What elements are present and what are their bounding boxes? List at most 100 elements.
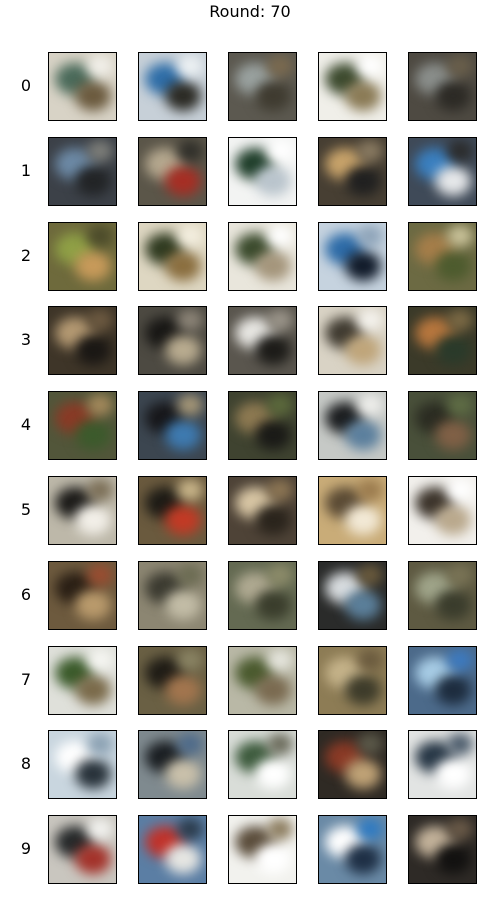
sample-image xyxy=(318,815,387,884)
image-texture xyxy=(435,335,471,365)
sample-image xyxy=(48,476,117,545)
sample-image xyxy=(318,222,387,291)
sample-image xyxy=(48,306,117,375)
image-texture xyxy=(75,844,111,874)
sample-image xyxy=(138,52,207,121)
image-texture xyxy=(87,140,113,162)
image-texture xyxy=(435,844,471,874)
row-label: 1 xyxy=(20,161,32,180)
image-texture xyxy=(255,675,291,705)
sample-image xyxy=(318,52,387,121)
image-texture xyxy=(435,759,471,789)
sample-image xyxy=(408,391,477,460)
sample-image xyxy=(48,815,117,884)
image-texture xyxy=(357,649,383,671)
image-texture xyxy=(345,81,381,111)
image-texture xyxy=(75,335,111,365)
sample-image xyxy=(408,561,477,630)
sample-image xyxy=(228,730,297,799)
image-texture xyxy=(75,251,111,281)
image-texture xyxy=(165,844,201,874)
image-texture xyxy=(177,394,203,416)
sample-image xyxy=(318,730,387,799)
sample-image xyxy=(318,646,387,715)
image-texture xyxy=(255,81,291,111)
image-texture xyxy=(75,81,111,111)
sample-image xyxy=(48,137,117,206)
image-texture xyxy=(75,420,111,450)
row-label: 3 xyxy=(20,330,32,349)
row-label: 6 xyxy=(20,585,32,604)
image-texture xyxy=(267,55,293,77)
sample-image xyxy=(318,561,387,630)
sample-image xyxy=(138,815,207,884)
sample-image xyxy=(408,306,477,375)
image-texture xyxy=(75,675,111,705)
image-texture xyxy=(435,590,471,620)
image-texture xyxy=(267,649,293,671)
image-texture xyxy=(447,225,473,247)
image-texture xyxy=(435,81,471,111)
image-texture xyxy=(177,55,203,77)
image-texture xyxy=(345,335,381,365)
sample-image xyxy=(138,137,207,206)
sample-image xyxy=(318,306,387,375)
image-texture xyxy=(165,166,201,196)
image-texture xyxy=(165,81,201,111)
sample-image xyxy=(138,476,207,545)
sample-image xyxy=(408,730,477,799)
image-texture xyxy=(267,225,293,247)
row-label: 5 xyxy=(20,500,32,519)
image-texture xyxy=(165,505,201,535)
image-texture xyxy=(75,590,111,620)
image-texture xyxy=(267,479,293,501)
image-texture xyxy=(357,225,383,247)
image-texture xyxy=(255,759,291,789)
image-texture xyxy=(177,140,203,162)
sample-image xyxy=(408,646,477,715)
sample-image xyxy=(48,646,117,715)
image-texture xyxy=(345,675,381,705)
sample-image xyxy=(138,561,207,630)
image-texture xyxy=(87,649,113,671)
image-texture xyxy=(255,590,291,620)
image-texture xyxy=(87,309,113,331)
image-texture xyxy=(357,818,383,840)
image-texture xyxy=(177,225,203,247)
image-texture xyxy=(357,479,383,501)
image-texture xyxy=(87,55,113,77)
sample-image xyxy=(318,137,387,206)
image-texture xyxy=(447,479,473,501)
sample-image xyxy=(408,815,477,884)
image-texture xyxy=(357,394,383,416)
sample-image xyxy=(228,561,297,630)
image-texture xyxy=(267,564,293,586)
image-texture xyxy=(357,564,383,586)
image-texture xyxy=(75,505,111,535)
sample-image xyxy=(48,222,117,291)
image-texture xyxy=(177,649,203,671)
sample-image xyxy=(408,137,477,206)
sample-image xyxy=(138,730,207,799)
image-texture xyxy=(165,590,201,620)
image-texture xyxy=(345,420,381,450)
image-texture xyxy=(447,649,473,671)
sample-image xyxy=(408,222,477,291)
sample-image xyxy=(408,52,477,121)
row-label: 8 xyxy=(20,754,32,773)
image-texture xyxy=(87,564,113,586)
sample-image xyxy=(138,306,207,375)
image-texture xyxy=(267,309,293,331)
sample-image xyxy=(228,137,297,206)
image-texture xyxy=(447,309,473,331)
image-texture xyxy=(255,505,291,535)
image-texture xyxy=(75,166,111,196)
image-texture xyxy=(447,55,473,77)
sample-image xyxy=(228,306,297,375)
image-texture xyxy=(255,420,291,450)
image-texture xyxy=(75,759,111,789)
image-texture xyxy=(87,733,113,755)
row-label: 4 xyxy=(20,415,32,434)
row-label: 7 xyxy=(20,670,32,689)
image-texture xyxy=(255,335,291,365)
